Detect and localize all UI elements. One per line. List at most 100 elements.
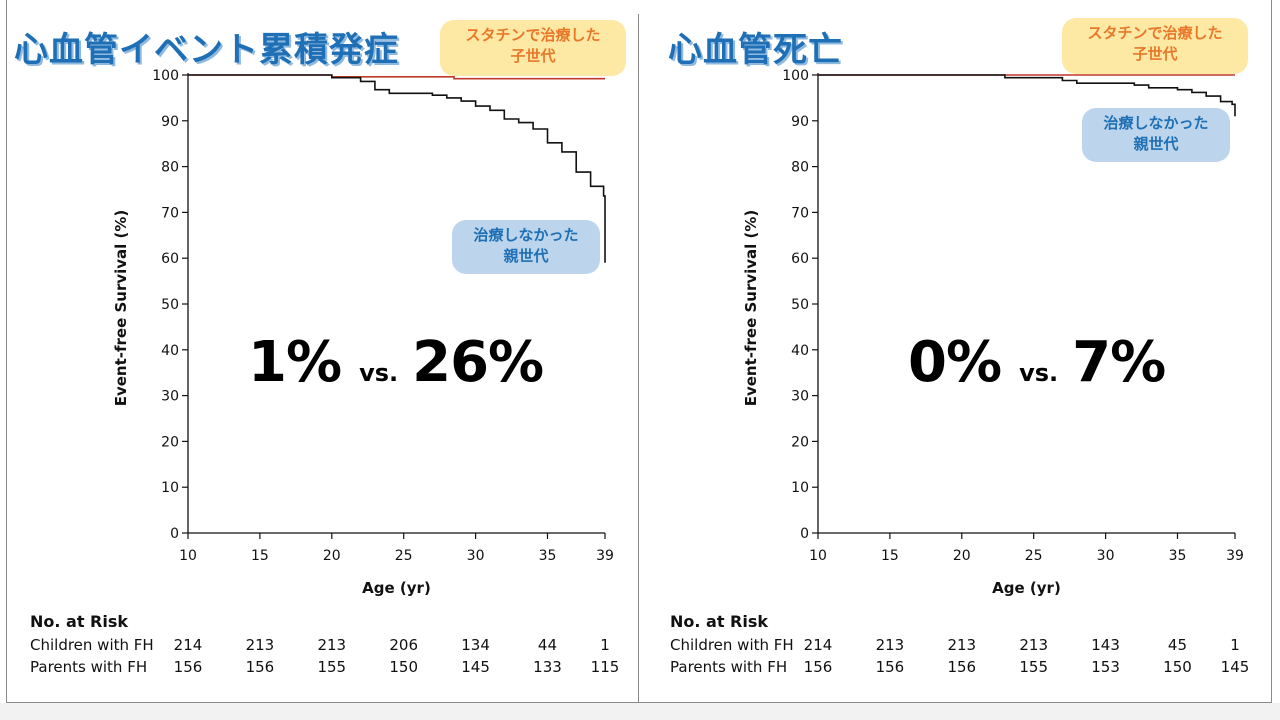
risk-value-children: 1 xyxy=(600,636,610,654)
risk-row-label-children: Children with FH xyxy=(30,636,154,654)
y-tick-label: 50 xyxy=(161,297,179,313)
y-tick-label: 90 xyxy=(791,114,809,130)
x-tick-label: 15 xyxy=(251,548,269,564)
risk-value-parents: 150 xyxy=(389,658,419,676)
x-tick-label: 10 xyxy=(179,548,197,564)
panel-title: 心血管死亡 xyxy=(668,30,843,70)
x-axis-title: Age (yr) xyxy=(992,579,1061,597)
y-tick-label: 60 xyxy=(161,251,179,267)
risk-value-children: 1 xyxy=(1230,636,1240,654)
children-rate: 1% xyxy=(248,330,342,395)
y-tick-label: 20 xyxy=(161,434,179,450)
risk-value-parents: 115 xyxy=(590,658,620,676)
risk-value-children: 213 xyxy=(245,636,275,654)
x-tick-label: 10 xyxy=(809,548,827,564)
label-line: 治療しなかった xyxy=(1103,114,1209,132)
label-parents-untreated: 治療しなかった 親世代 xyxy=(452,220,600,274)
label-line: 治療しなかった xyxy=(473,226,579,244)
risk-heading: No. at Risk xyxy=(670,612,769,631)
x-axis-title: Age (yr) xyxy=(362,579,431,597)
y-tick-label: 70 xyxy=(791,205,809,221)
risk-table: No. at Risk Children with FH Parents wit… xyxy=(640,612,1276,692)
risk-row-label-parents: Parents with FH xyxy=(670,658,788,676)
x-tick-label: 35 xyxy=(1169,548,1187,564)
bottom-band xyxy=(0,703,1280,720)
y-tick-label: 70 xyxy=(161,205,179,221)
risk-value-children: 45 xyxy=(1167,636,1188,654)
y-tick-label: 60 xyxy=(791,251,809,267)
label-line: 親世代 xyxy=(1133,135,1179,153)
risk-value-parents: 155 xyxy=(1019,658,1049,676)
y-axis-title: Event-free Survival (%) xyxy=(112,210,130,407)
label-line: 子世代 xyxy=(510,47,556,65)
x-tick-label: 25 xyxy=(1025,548,1043,564)
x-tick-label: 39 xyxy=(1226,548,1244,564)
label-line: スタチンで治療した xyxy=(1087,24,1223,42)
risk-value-parents: 145 xyxy=(1220,658,1250,676)
risk-value-parents: 156 xyxy=(875,658,905,676)
y-tick-label: 0 xyxy=(800,526,809,542)
label-line: 親世代 xyxy=(503,247,549,265)
risk-value-children: 213 xyxy=(1019,636,1049,654)
risk-row-label-children: Children with FH xyxy=(670,636,794,654)
panel-cardiovascular-death: 心血管死亡 0 10 20 30 40 50 60 70 80 90 100 10 15 20 25 30 35… xyxy=(640,0,1276,703)
y-tick-label: 20 xyxy=(791,434,809,450)
y-tick-label: 100 xyxy=(782,68,809,84)
y-tick-label: 90 xyxy=(161,114,179,130)
y-tick-label: 10 xyxy=(161,480,179,496)
y-tick-label: 30 xyxy=(161,389,179,405)
risk-value-parents: 156 xyxy=(947,658,977,676)
panel-divider xyxy=(638,14,639,704)
risk-value-parents: 133 xyxy=(533,658,562,676)
y-tick-label: 10 xyxy=(791,480,809,496)
risk-value-parents: 155 xyxy=(317,658,347,676)
vs-label: vs. xyxy=(1019,359,1059,387)
comparison-text: 0% vs. 7% xyxy=(908,330,1166,395)
risk-value-children: 213 xyxy=(317,636,347,654)
vs-label: vs. xyxy=(359,359,399,387)
panel-title: 心血管イベント累積発症 xyxy=(14,30,399,70)
label-line: スタチンで治療した xyxy=(465,26,601,44)
risk-value-parents: 156 xyxy=(245,658,275,676)
x-tick-label: 15 xyxy=(881,548,899,564)
risk-row-label-parents: Parents with FH xyxy=(30,658,148,676)
figure-frame xyxy=(6,0,1272,703)
x-tick-label: 30 xyxy=(1097,548,1115,564)
risk-value-parents: 150 xyxy=(1163,658,1192,676)
series-line-parents xyxy=(188,74,606,263)
x-tick-label: 39 xyxy=(596,548,614,564)
label-children-treated: スタチンで治療した 子世代 xyxy=(1062,18,1248,74)
y-tick-label: 30 xyxy=(791,389,809,405)
label-line: 子世代 xyxy=(1132,45,1178,63)
risk-table: No. at Risk Children with FH Parents wit… xyxy=(0,612,636,692)
risk-value-children: 213 xyxy=(947,636,977,654)
comparison-text: 1% vs. 26% xyxy=(248,330,544,395)
panel-cumulative-events: 心血管イベント累積発症 0 10 20 30 40 50 60 70 80 90 100 10 15 20… xyxy=(0,0,636,703)
y-tick-label: 80 xyxy=(161,160,179,176)
series-line-parents xyxy=(818,74,1236,117)
risk-value-children: 134 xyxy=(461,636,490,654)
risk-value-children: 214 xyxy=(803,636,833,654)
risk-value-children: 206 xyxy=(389,636,419,654)
risk-heading: No. at Risk xyxy=(30,612,129,631)
risk-value-parents: 145 xyxy=(461,658,490,676)
label-children-treated: スタチンで治療した 子世代 xyxy=(440,20,626,76)
x-tick-label: 20 xyxy=(323,548,341,564)
y-tick-label: 40 xyxy=(161,343,179,359)
x-tick-label: 30 xyxy=(467,548,485,564)
risk-value-children: 213 xyxy=(875,636,905,654)
parents-rate: 26% xyxy=(412,330,544,395)
y-tick-label: 100 xyxy=(152,68,179,84)
risk-value-children: 44 xyxy=(537,636,558,654)
y-tick-label: 40 xyxy=(791,343,809,359)
y-tick-label: 50 xyxy=(791,297,809,313)
y-axis-title: Event-free Survival (%) xyxy=(742,210,760,407)
children-rate: 0% xyxy=(908,330,1002,395)
risk-value-parents: 156 xyxy=(173,658,203,676)
risk-value-children: 214 xyxy=(173,636,203,654)
risk-value-children: 143 xyxy=(1091,636,1120,654)
risk-value-parents: 156 xyxy=(803,658,833,676)
parents-rate: 7% xyxy=(1072,330,1166,395)
